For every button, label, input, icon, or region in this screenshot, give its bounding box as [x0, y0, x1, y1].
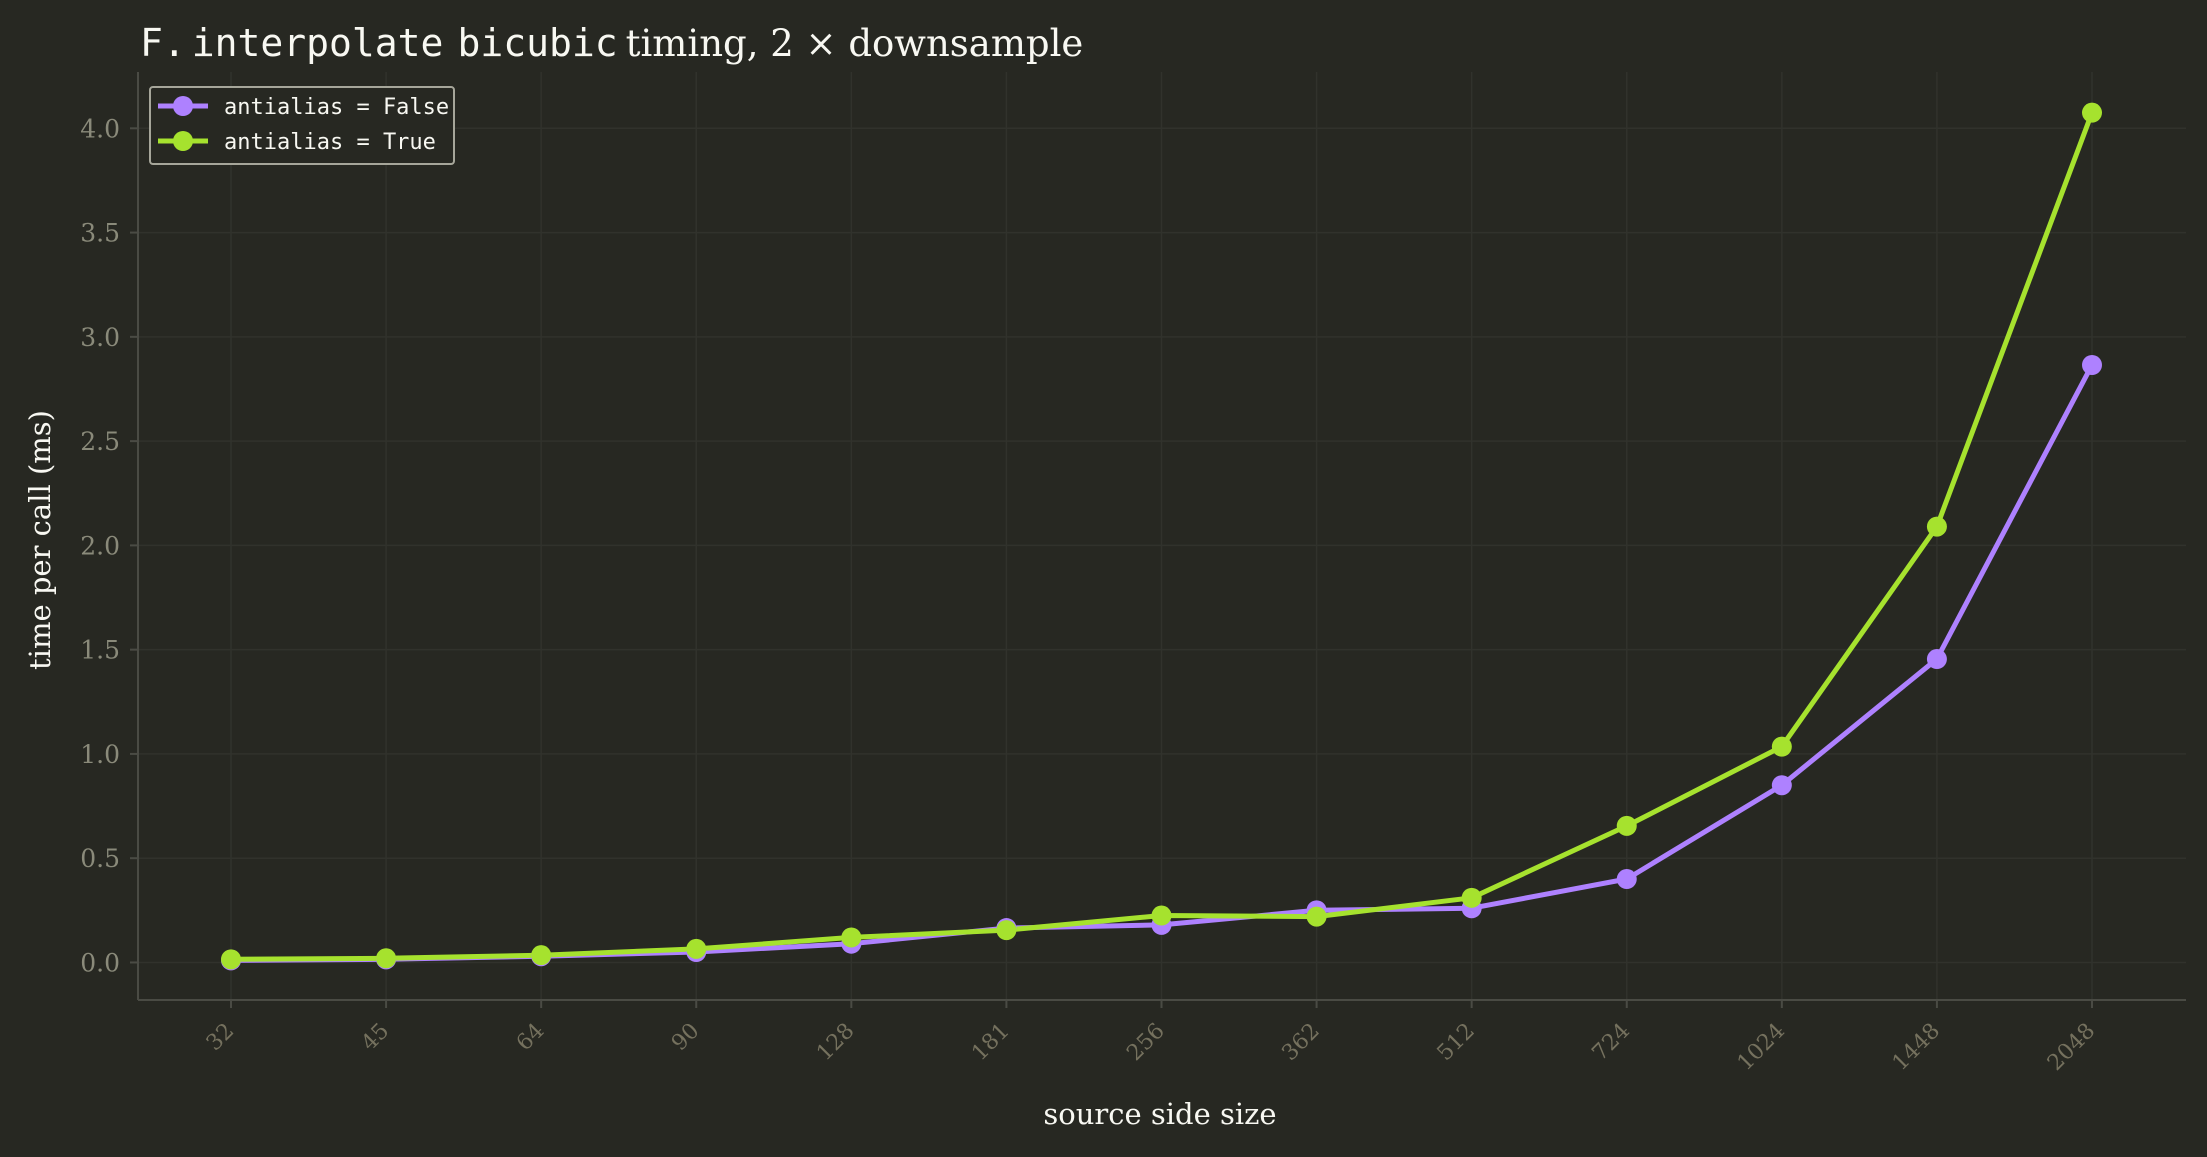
y-ticks: 0.0 0.5 1.0 1.5 2.0 2.5 3.0 3.5 4.0 — [80, 114, 138, 977]
series-0-point — [1616, 869, 1637, 890]
series-1-point — [2082, 102, 2102, 123]
x-tick-label: 512 — [1433, 1019, 1480, 1066]
series-1-point — [686, 938, 707, 959]
x-tick-label: 64 — [512, 1019, 549, 1056]
title-part-4: timing, 2 × downsample — [626, 22, 1084, 65]
x-tick-label: 362 — [1277, 1019, 1324, 1066]
legend-label-false: antialias = False — [224, 95, 449, 120]
y-tick-label: 3.5 — [80, 219, 120, 248]
y-tick-label: 1.5 — [80, 636, 120, 665]
x-tick-label: 256 — [1122, 1019, 1169, 1066]
chart-title: F. interpolate bicubic timing, 2 × downsamp… — [140, 21, 1083, 65]
y-tick-label: 4.0 — [80, 114, 120, 143]
y-tick-label: 0.5 — [80, 844, 120, 873]
x-axis-label: source side size — [1043, 1097, 1276, 1131]
y-tick-label: 2.5 — [80, 427, 120, 456]
x-tick-label: 724 — [1588, 1019, 1635, 1066]
series-1-point — [1461, 887, 1482, 908]
legend-box — [149, 86, 455, 165]
series-1-point — [376, 948, 397, 969]
x-tick-label: 45 — [357, 1019, 394, 1056]
x-ticks: 32 45 64 90 128 181 256 362 512 724 1024 1448 2048 — [202, 1000, 2100, 1076]
x-tick-label: 2048 — [2043, 1019, 2100, 1076]
series-0-point — [1771, 775, 1792, 796]
legend-marker-true — [173, 131, 193, 151]
x-tick-label: 32 — [202, 1019, 239, 1056]
x-tick-label: 1024 — [1733, 1019, 1790, 1076]
x-tick-label: 128 — [812, 1019, 859, 1066]
y-axis-label: time per call (ms) — [23, 410, 57, 670]
series-1-point — [1306, 906, 1327, 927]
title-part-2: interpolate — [192, 21, 444, 65]
y-tick-label: 2.0 — [80, 531, 120, 560]
y-tick-label: 0.0 — [80, 948, 120, 977]
title-part-3: bicubic — [457, 21, 617, 65]
series-1-point — [1151, 905, 1172, 926]
y-tick-label: 3.0 — [80, 323, 120, 352]
x-tick-label: 1448 — [1888, 1019, 1945, 1076]
legend-label-true: antialias = True — [224, 130, 436, 155]
x-tick-label: 181 — [967, 1019, 1014, 1066]
series-1-point — [1616, 815, 1637, 836]
series-0-point — [2082, 354, 2102, 375]
series-1-point — [221, 949, 241, 970]
legend-marker-false — [173, 96, 193, 116]
series-0-point — [1926, 649, 1947, 670]
title-part-1: F. — [140, 21, 186, 65]
series — [221, 102, 2102, 971]
y-tick-label: 1.0 — [80, 740, 120, 769]
series-1-point — [1771, 736, 1792, 757]
legend: antialias = False antialias = True — [149, 86, 455, 165]
series-1-point — [996, 920, 1017, 941]
grid — [138, 72, 2186, 1000]
x-tick-label: 90 — [667, 1019, 704, 1056]
series-1-point — [531, 945, 552, 966]
series-1-point — [1926, 516, 1947, 537]
series-1-point — [841, 927, 862, 948]
